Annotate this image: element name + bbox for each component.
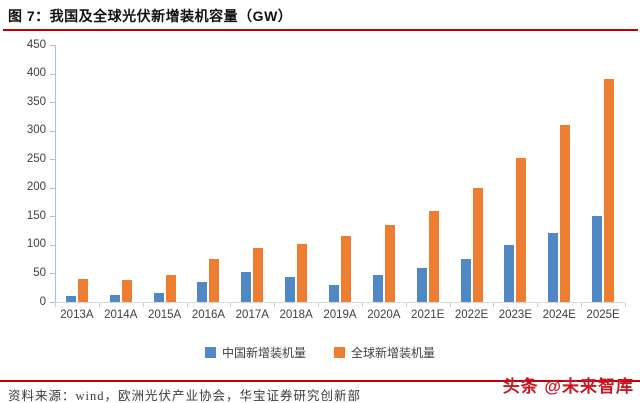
x-axis-category-label: 2014A [104, 309, 138, 321]
x-axis-category-label: 2013A [60, 309, 94, 321]
y-axis-tick [50, 187, 55, 189]
bar-china-2013A [65, 295, 76, 302]
x-axis-tick [142, 303, 144, 307]
title-underline-rule [3, 29, 638, 31]
legend-swatch-china [204, 347, 216, 358]
x-axis-category-label: 2024E [542, 309, 576, 321]
bar-china-2014A [109, 295, 120, 302]
bar-china-2018A [285, 276, 296, 302]
bar-global-2023E [516, 158, 527, 302]
x-axis-tick [537, 303, 539, 307]
legend-item-china: 中国新增装机量 [204, 344, 306, 361]
x-axis-tick [230, 303, 232, 307]
x-axis-category-label: 2018A [279, 309, 313, 321]
x-axis-line [55, 302, 625, 303]
bar-global-2019A [341, 236, 351, 302]
y-axis-line [55, 45, 56, 302]
x-axis-tick [318, 303, 320, 307]
bar-global-2017A [253, 247, 264, 302]
y-axis-tick-label: 50 [33, 266, 46, 279]
y-axis-tick-label: 150 [26, 209, 46, 222]
y-axis-tick [50, 73, 55, 75]
bar-global-2018A [297, 243, 308, 302]
x-axis-category-label: 2022E [454, 309, 489, 321]
x-axis-category-label: 2016A [191, 309, 226, 321]
y-axis-tick [50, 130, 55, 132]
bar-global-2013A [77, 279, 88, 302]
chart-legend: 中国新增装机量 全球新增装机量 [0, 344, 640, 361]
y-axis-tick [50, 159, 55, 161]
y-axis-tick [50, 273, 55, 275]
x-axis-tick [274, 303, 276, 307]
bar-china-2017A [241, 271, 252, 302]
x-axis-tick [405, 303, 407, 307]
x-axis-tick [55, 303, 56, 307]
x-axis-tick [493, 303, 495, 307]
x-axis-category-label: 2020A [367, 309, 401, 321]
x-axis-tick [98, 303, 100, 307]
y-axis-tick [50, 216, 55, 218]
y-axis-tick-label: 300 [26, 124, 46, 137]
x-axis-category-label: 2021E [411, 309, 445, 321]
footer-rule [0, 380, 640, 382]
y-axis-tick [50, 45, 55, 46]
x-axis-tick [581, 303, 583, 307]
y-axis-tick [50, 302, 55, 303]
x-axis-tick [449, 303, 451, 307]
x-axis-category-label: 2025E [586, 309, 620, 321]
bar-global-2025E [604, 79, 615, 302]
bar-china-2016A [197, 282, 208, 302]
y-axis-tick-label: 400 [26, 67, 46, 80]
x-axis-tick [625, 303, 626, 307]
bar-global-2020A [384, 224, 395, 302]
y-axis-tick [50, 102, 55, 104]
bar-china-2025E [592, 216, 603, 302]
bar-china-2024E [548, 233, 559, 302]
y-axis-tick-label: 350 [26, 95, 46, 108]
bar-global-2015A [165, 274, 176, 302]
bar-china-2022E [460, 259, 471, 302]
bar-china-2021E [416, 267, 427, 302]
bar-global-2014A [121, 280, 132, 302]
x-axis-category-label: 2019A [323, 309, 357, 321]
y-axis-tick-label: 100 [26, 238, 46, 251]
bar-global-2021E [428, 210, 439, 302]
legend-swatch-global [334, 347, 345, 358]
bar-china-2019A [329, 284, 339, 302]
x-axis-tick [186, 303, 188, 307]
y-axis-tick [50, 244, 55, 246]
legend-label-china: 中国新增装机量 [221, 346, 306, 360]
bar-china-2020A [372, 274, 383, 302]
x-axis-category-label: 2017A [235, 309, 269, 321]
legend-item-global: 全球新增装机量 [334, 344, 435, 361]
watermark-text: 头条 @未来智库 [502, 377, 634, 396]
figure-title: 图 7：我国及全球光伏新增装机容量（GW） [8, 8, 293, 24]
y-axis-tick-label: 0 [39, 295, 46, 308]
bar-china-2023E [504, 244, 515, 302]
x-axis-category-label: 2023E [498, 309, 532, 321]
bar-global-2016A [209, 258, 220, 302]
x-axis-tick [361, 303, 363, 307]
source-note: 资料来源：wind，欧洲光伏产业协会，华宝证券研究创新部 [8, 389, 362, 403]
x-axis-category-label: 2015A [147, 309, 182, 321]
bar-global-2022E [472, 187, 483, 302]
bar-global-2024E [560, 124, 571, 302]
bar-china-2015A [153, 293, 164, 302]
y-axis-tick-label: 250 [26, 152, 46, 165]
legend-label-global: 全球新增装机量 [351, 346, 436, 360]
y-axis-tick-label: 450 [26, 38, 46, 51]
y-axis-tick-label: 200 [26, 181, 46, 194]
